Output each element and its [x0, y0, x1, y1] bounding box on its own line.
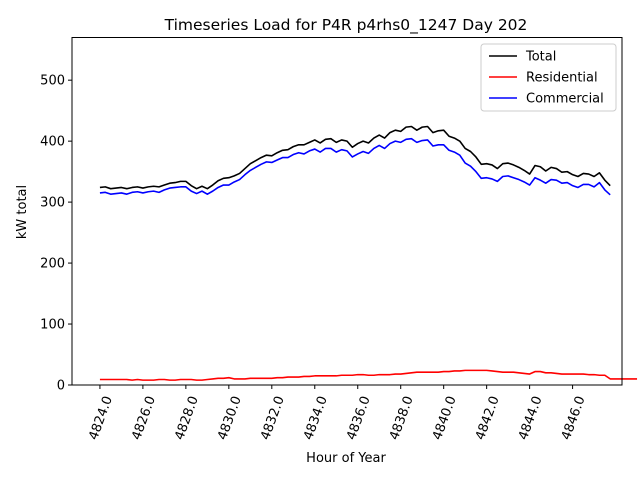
series-line-commercial [99, 137, 611, 196]
axes-frame [71, 37, 623, 386]
series-line-total [99, 125, 611, 190]
y-tick-label: 400 [40, 135, 65, 150]
y-tick-label: 500 [40, 74, 65, 89]
legend-label-total: Total [525, 50, 556, 65]
y-tick-label: 300 [40, 196, 65, 211]
chart-title: Timeseries Load for P4R p4rhs0_1247 Day … [164, 16, 528, 35]
y-axis-label: kW total [15, 185, 30, 239]
y-tick-label: 200 [40, 257, 65, 272]
y-tick-label: 100 [40, 318, 65, 333]
y-tick-label: 0 [57, 379, 65, 394]
series-line-residential [99, 369, 638, 381]
legend-label-residential: Residential [526, 71, 598, 86]
y-axis: 0 100 200 300 400 500 [40, 74, 72, 394]
legend-label-commercial: Commercial [526, 92, 604, 107]
plot-lines [99, 125, 638, 381]
x-axis-label: Hour of Year [306, 451, 386, 466]
legend: Total Residential Commercial [480, 43, 617, 112]
legend-box [480, 43, 617, 112]
